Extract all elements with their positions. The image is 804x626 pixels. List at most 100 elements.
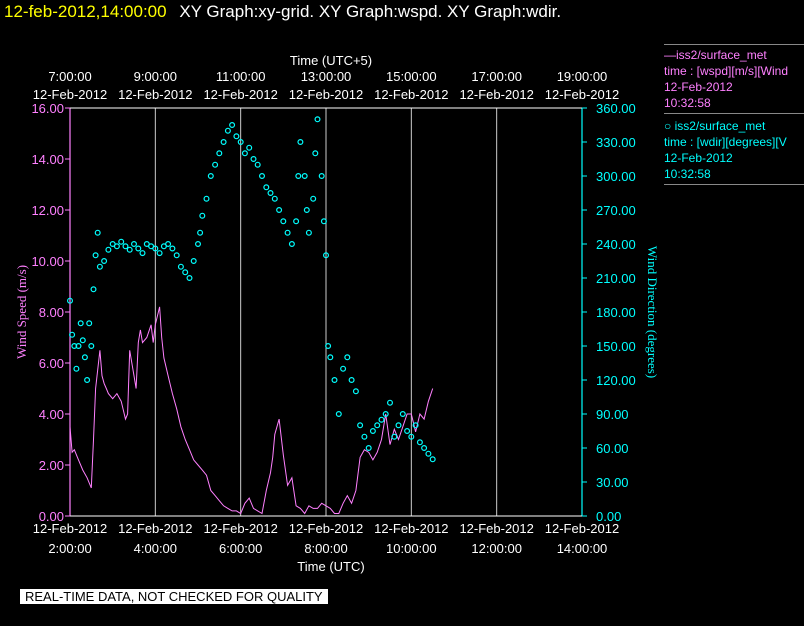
y-left-tick-label: 12.00 [31,203,64,218]
data-point-wind-direction [186,275,193,282]
x-top-tick-date: 12-Feb-2012 [289,87,363,102]
y-right-tick-label: 180.00 [596,305,636,320]
y-left-tick-label: 16.00 [31,101,64,116]
y-right-tick-label: 360.00 [596,101,636,116]
x-top-tick-date: 12-Feb-2012 [545,87,619,102]
y-left-tick-label: 6.00 [39,356,64,371]
y-right-tick-label: 90.00 [596,407,629,422]
data-point-wind-direction [75,343,82,350]
x-top-tick-label: 7:00:00 [48,69,91,84]
timestamp: 12-feb-2012,14:00:00 [4,2,167,21]
data-point-wind-direction [404,428,411,435]
data-point-wind-direction [408,433,415,440]
series-line-wind-speed [69,306,434,515]
data-point-wind-direction [177,263,184,270]
data-point-wind-direction [92,252,99,259]
data-point-wind-direction [94,229,101,236]
data-point-wind-direction [182,269,189,276]
y-right-axis-title: Wind Direction (degrees) [645,246,660,378]
data-point-wind-direction [84,377,91,384]
legend-wdir-date: 12-Feb-2012 [664,151,733,165]
data-point-wind-direction [77,320,84,327]
x-top-tick-label: 13:00:00 [301,69,352,84]
data-point-wind-direction [96,263,103,270]
y-right-tick-label: 300.00 [596,169,636,184]
x-bottom-tick-label: 6:00:00 [219,541,262,556]
legend-wspd-time: 10:32:58 [664,96,711,110]
y-left-tick-label: 8.00 [39,305,64,320]
data-point-wind-direction [288,241,295,248]
quality-disclaimer: REAL-TIME DATA, NOT CHECKED FOR QUALITY [20,589,328,604]
x-top-tick-date: 12-Feb-2012 [459,87,533,102]
y-left-tick-label: 4.00 [39,407,64,422]
data-point-wind-direction [412,422,419,429]
data-point-wind-direction [280,218,287,225]
data-point-wind-direction [301,173,308,180]
data-point-wind-direction [293,218,300,225]
data-point-wind-direction [310,195,317,202]
legend-wspd-date: 12-Feb-2012 [664,80,733,94]
y-right-tick-label: 60.00 [596,441,629,456]
data-point-wind-direction [425,450,432,457]
x-top-tick-date: 12-Feb-2012 [374,87,448,102]
legend-wdir-variable: time : [wdir][degrees][V [664,135,787,149]
data-point-wind-direction [126,246,133,253]
y-left-axis-title: Wind Speed (m/s) [14,265,29,359]
x-top-tick-date: 12-Feb-2012 [203,87,277,102]
data-point-wind-direction [374,422,381,429]
x-top-tick-label: 19:00:00 [557,69,608,84]
y-left-tick-label: 2.00 [39,458,64,473]
legend-wspd-source: —iss2/surface_met [664,48,767,62]
data-point-wind-direction [340,365,347,372]
data-point-wind-direction [382,411,389,418]
data-point-wind-direction [357,422,364,429]
data-point-wind-direction [135,245,142,252]
data-point-wind-direction [267,190,274,197]
data-point-wind-direction [348,377,355,384]
data-point-wind-direction [416,439,423,446]
x-bottom-tick-label: 4:00:00 [134,541,177,556]
legend-entry-wspd[interactable]: —iss2/surface_met time : [wspd][m/s][Win… [664,44,804,114]
data-point-wind-direction [259,173,266,180]
y-right-tick-label: 240.00 [596,237,636,252]
data-point-wind-direction [69,331,76,338]
x-bottom-tick-date: 12-Feb-2012 [545,521,619,536]
x-bottom-tick-label: 8:00:00 [304,541,347,556]
x-bottom-tick-date: 12-Feb-2012 [289,521,363,536]
data-point-wind-direction [335,411,342,418]
data-point-wind-direction [86,320,93,327]
data-point-wind-direction [212,161,219,168]
data-point-wind-direction [271,195,278,202]
legend-entry-wdir[interactable]: ○ iss2/surface_met time : [wdir][degrees… [664,118,804,185]
data-point-wind-direction [113,243,120,250]
data-point-wind-direction [81,354,88,361]
x-top-axis-title: Time (UTC+5) [290,53,372,68]
y-right-tick-label: 150.00 [596,339,636,354]
x-bottom-tick-date: 12-Feb-2012 [374,521,448,536]
data-point-wind-direction [276,207,283,214]
x-top-tick-date: 12-Feb-2012 [33,87,107,102]
data-point-wind-direction [318,173,325,180]
data-point-wind-direction [88,343,95,350]
data-point-wind-direction [197,229,204,236]
data-point-wind-direction [250,156,257,163]
data-point-wind-direction [241,150,248,157]
y-right-tick-label: 270.00 [596,203,636,218]
x-bottom-axis-title: Time (UTC) [297,559,364,574]
data-point-wind-direction [165,241,172,248]
y-right-tick-label: 120.00 [596,373,636,388]
data-point-wind-direction [297,139,304,146]
data-point-wind-direction [365,445,372,452]
data-point-wind-direction [233,133,240,140]
data-point-wind-direction [169,245,176,252]
data-point-wind-direction [327,354,334,361]
x-bottom-tick-label: 10:00:00 [386,541,437,556]
data-point-wind-direction [284,229,291,236]
y-right-tick-label: 330.00 [596,135,636,150]
data-point-wind-direction [387,399,394,406]
data-point-wind-direction [220,139,227,146]
y-left-tick-label: 14.00 [31,152,64,167]
data-point-wind-direction [90,286,97,293]
data-point-wind-direction [156,250,163,257]
